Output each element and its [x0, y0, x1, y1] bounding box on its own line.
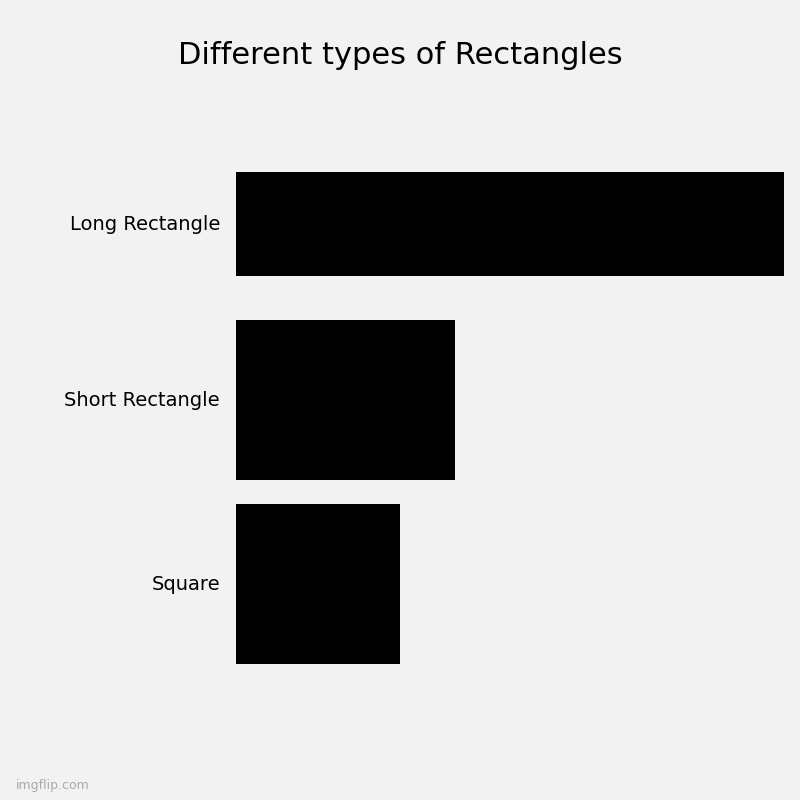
Text: imgflip.com: imgflip.com [16, 779, 90, 792]
Text: Different types of Rectangles: Different types of Rectangles [178, 42, 622, 70]
Bar [236, 504, 400, 664]
Text: Square: Square [151, 574, 220, 594]
Bar [236, 172, 784, 276]
Text: Short Rectangle: Short Rectangle [64, 390, 220, 410]
Text: Long Rectangle: Long Rectangle [70, 214, 220, 234]
Bar [236, 320, 455, 480]
